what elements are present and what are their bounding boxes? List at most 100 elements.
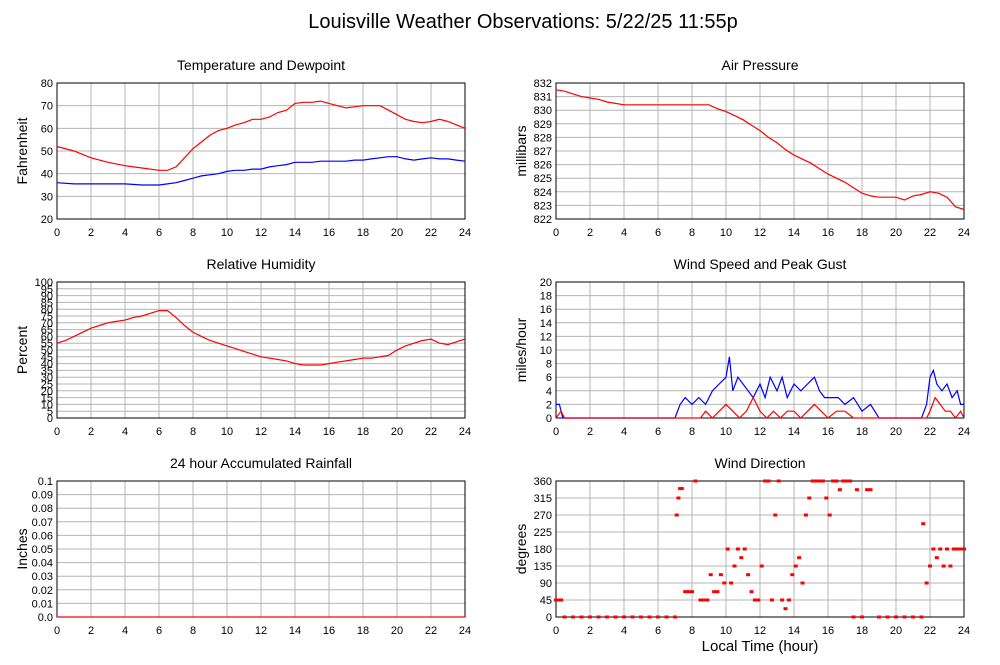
- direction-point: [673, 615, 677, 619]
- direction-point: [596, 615, 601, 619]
- direction-point: [749, 590, 754, 594]
- direction-y-tick-label: 90: [540, 578, 552, 590]
- direction-point: [588, 615, 592, 619]
- temp-y-tick-label: 60: [41, 123, 53, 135]
- wind-x-tick-label: 16: [822, 426, 834, 438]
- humidity-y-tick-label: 50: [41, 345, 53, 357]
- wind-x-tick-label: 6: [655, 426, 661, 438]
- temp-frame: [56, 82, 466, 220]
- direction-point: [769, 598, 774, 602]
- direction-point: [763, 479, 768, 483]
- direction-point: [786, 598, 791, 602]
- rain-x-tick-label: 18: [357, 625, 369, 637]
- direction-point: [722, 581, 727, 585]
- direction-point: [924, 581, 929, 585]
- direction-point: [742, 547, 747, 551]
- wind-x-tick-label: 18: [856, 426, 868, 438]
- direction-point: [622, 615, 626, 619]
- wind-x-tick-label: 4: [621, 426, 627, 438]
- direction-point: [732, 564, 737, 568]
- pressure-x-tick-label: 22: [924, 227, 936, 239]
- temp-x-tick-label: 16: [323, 227, 335, 239]
- pressure-y-tick-label: 823: [534, 200, 552, 212]
- direction-point: [783, 607, 788, 611]
- wind-x-tick-label: 0: [553, 426, 559, 438]
- wind-y-tick-label: 0: [546, 413, 552, 425]
- pressure-x-tick-label: 6: [655, 227, 661, 239]
- direction-point: [715, 590, 720, 594]
- rain-x-tick-label: 0: [54, 625, 60, 637]
- direction-point: [902, 615, 907, 619]
- direction-point: [639, 615, 643, 619]
- humidity-y-tick-label: 20: [41, 386, 53, 398]
- pressure-x-tick-label: 2: [587, 227, 593, 239]
- direction-point: [605, 615, 609, 619]
- rain-x-tick-label: 10: [221, 625, 233, 637]
- direction-point: [810, 479, 815, 483]
- direction-point: [803, 513, 808, 517]
- direction-point: [766, 479, 771, 483]
- direction-point: [686, 590, 691, 594]
- pressure-x-tick-label: 8: [689, 227, 695, 239]
- humidity-x-tick-label: 20: [391, 426, 403, 438]
- direction-point: [962, 547, 966, 551]
- direction-point: [674, 513, 679, 517]
- direction-point: [854, 488, 859, 492]
- humidity-y-tick-label: 25: [41, 379, 53, 391]
- direction-point: [773, 513, 778, 517]
- direction-point: [756, 598, 761, 602]
- temp-x-tick-label: 0: [54, 227, 60, 239]
- temp-x-tick-label: 8: [190, 227, 196, 239]
- direction-y-tick-label: 270: [534, 510, 552, 522]
- direction-point: [938, 547, 943, 551]
- rain-x-tick-label: 16: [323, 625, 335, 637]
- humidity-y-tick-label: 15: [41, 393, 53, 405]
- direction-x-tick-label: 0: [553, 625, 559, 637]
- direction-point: [708, 573, 713, 577]
- humidity-frame: [56, 281, 466, 419]
- pressure-x-tick-label: 10: [720, 227, 732, 239]
- direction-x-tick-label: 24: [958, 625, 970, 637]
- temp-x-tick-label: 18: [357, 227, 369, 239]
- rain-y-tick-label: 0.04: [32, 558, 53, 570]
- direction-point: [698, 598, 703, 602]
- pressure-title: Air Pressure: [721, 57, 798, 73]
- pressure-y-tick-label: 824: [534, 187, 552, 199]
- page-title: Louisville Weather Observations: 5/22/25…: [308, 11, 738, 33]
- humidity-x-tick-label: 4: [122, 426, 128, 438]
- pressure-y-tick-label: 825: [534, 173, 552, 185]
- direction-x-tick-label: 22: [924, 625, 936, 637]
- humidity-x-tick-label: 0: [54, 426, 60, 438]
- direction-point: [837, 488, 842, 492]
- direction-point: [613, 615, 618, 619]
- direction-point: [941, 564, 946, 568]
- temp-series-line-0: [56, 100, 466, 171]
- rain-y-tick-label: 0.09: [32, 490, 53, 502]
- wind-y-tick-label: 8: [546, 359, 552, 371]
- direction-point: [712, 590, 717, 594]
- direction-x-tick-label: 4: [621, 625, 627, 637]
- direction-point: [790, 573, 795, 577]
- temp-x-tick-label: 24: [459, 227, 471, 239]
- wind-frame: [555, 281, 965, 419]
- temp-title: Temperature and Dewpoint: [177, 57, 345, 73]
- temp-x-tick-label: 22: [425, 227, 437, 239]
- pressure-x-tick-label: 0: [553, 227, 559, 239]
- humidity-y-tick-label: 75: [41, 311, 53, 323]
- wind-ylabel: miles/hour: [513, 317, 529, 382]
- direction-y-tick-label: 0: [546, 612, 552, 624]
- direction-point: [931, 547, 936, 551]
- wind-x-tick-label: 14: [788, 426, 800, 438]
- temp-y-tick-label: 70: [41, 101, 53, 113]
- direction-point: [793, 564, 798, 568]
- direction-point: [579, 615, 584, 619]
- pressure-y-tick-label: 831: [534, 92, 552, 104]
- direction-point: [919, 615, 924, 619]
- direction-point: [746, 573, 751, 577]
- direction-point: [831, 479, 836, 483]
